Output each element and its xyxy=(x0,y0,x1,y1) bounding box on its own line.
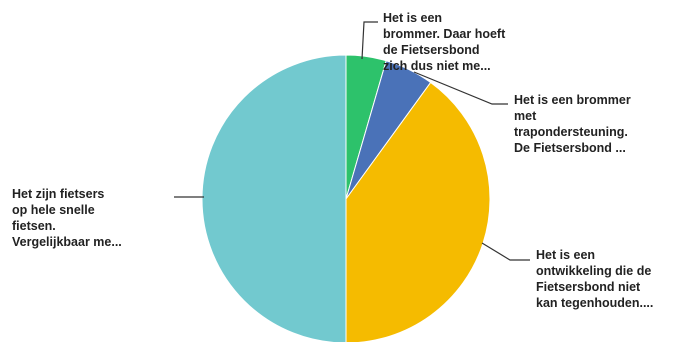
slice-label-line: Het zijn fietsers xyxy=(12,187,105,201)
slice-label-line: Het is een xyxy=(536,248,596,262)
slice-label-line: De Fietsersbond ... xyxy=(514,141,626,155)
pie-slice-3 xyxy=(201,54,347,342)
slice-label-line: Het is een xyxy=(383,11,443,25)
leader-line-1 xyxy=(413,71,508,105)
slice-label-2: Het is een ontwikkeling die de Fietsersbon… xyxy=(536,247,653,311)
leader-line-0 xyxy=(361,21,378,60)
slice-label-line: ontwikkeling die de xyxy=(536,264,652,278)
slice-label-line: zich dus niet me... xyxy=(383,59,491,73)
slice-label-line: fietsen. xyxy=(12,219,56,233)
slice-label-0: Het is een brommer. Daar hoeft de Fietsers… xyxy=(383,10,505,74)
leader-line-2 xyxy=(481,242,530,261)
slice-label-line: met xyxy=(514,109,537,123)
slice-label-line: op hele snelle xyxy=(12,203,95,217)
slice-label-line: kan tegenhouden.... xyxy=(536,296,654,310)
slice-label-3: Het zijn fietsers op hele snelle fietsen. V… xyxy=(12,186,122,250)
slice-label-line: Vergelijkbaar me... xyxy=(12,235,122,249)
slice-label-1: Het is een brommer met trapondersteuning. D… xyxy=(514,92,631,156)
slice-label-line: brommer. Daar hoeft xyxy=(383,27,506,41)
slice-label-line: Fietsersbond niet xyxy=(536,280,641,294)
slice-label-line: trapondersteuning. xyxy=(514,125,628,139)
slice-label-line: de Fietsersbond xyxy=(383,43,480,57)
slice-label-line: Het is een brommer xyxy=(514,93,631,107)
